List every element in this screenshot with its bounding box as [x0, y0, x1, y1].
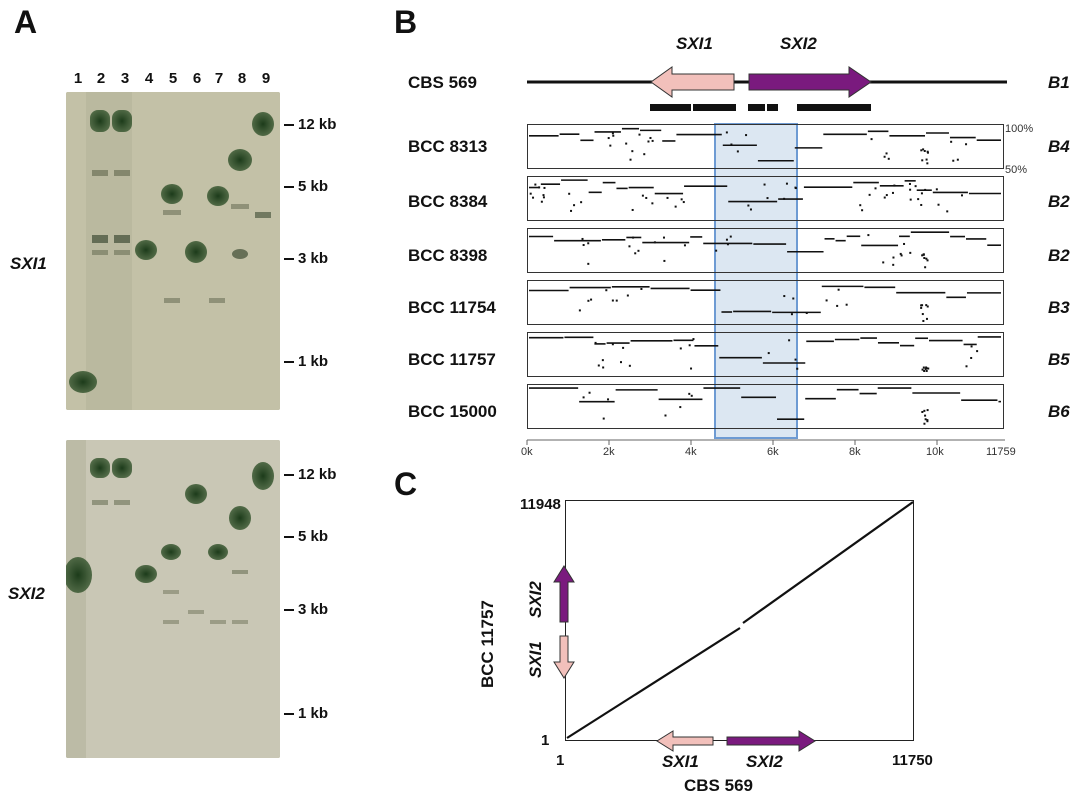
southern-blot-sxi2: [66, 440, 280, 758]
row-strain: BCC 8398: [408, 246, 488, 265]
southern-blot-sxi1: [66, 92, 280, 410]
x-tick: 11759: [986, 446, 1016, 458]
dot-plot-diagonal-upper: [742, 501, 914, 624]
x-gene-label-sxi2: SXI2: [746, 752, 783, 771]
probe-label-sxi1: SXI1: [10, 254, 47, 273]
gene-label-sxi1: SXI1: [676, 34, 713, 53]
row-strain: BCC 8313: [408, 137, 488, 156]
percent-top: 100%: [1005, 123, 1034, 135]
pip-row: [527, 176, 1004, 221]
row-strain: BCC 8384: [408, 192, 488, 211]
sxi1-gene-arrow: [656, 730, 714, 752]
panel-c-letter: C: [394, 466, 418, 502]
panel-b-letter: B: [394, 4, 418, 40]
sxi2-gene-arrow: [748, 66, 872, 98]
lane-number: 9: [261, 70, 271, 87]
x-start-label: 1: [556, 752, 565, 769]
size-marker: 5 kb: [284, 178, 328, 195]
sxi1-gene-arrow: [553, 635, 575, 679]
x-tick: 6k: [767, 446, 779, 458]
y-gene-label-sxi1: SXI1: [526, 641, 545, 678]
lane-number: 6: [192, 70, 202, 87]
dot-plot: [565, 500, 914, 752]
row-type: B3: [1048, 298, 1070, 317]
pip-plot-stack: [526, 123, 1005, 445]
percent-bottom: 50%: [1005, 164, 1028, 176]
dot-plot-diagonal-lower: [566, 627, 741, 739]
pip-rows: [527, 124, 1004, 429]
x-tick: 10k: [926, 446, 944, 458]
lane-number: 5: [168, 70, 178, 87]
x-gene-label-sxi1: SXI1: [662, 752, 699, 771]
reference-strain: CBS 569: [408, 73, 477, 92]
row-type: B2: [1048, 192, 1070, 211]
pip-row: [527, 280, 1004, 325]
row-strain: BCC 11757: [408, 350, 496, 369]
row-type: B2: [1048, 246, 1070, 265]
x-axis-label: CBS 569: [684, 776, 753, 795]
x-tick: 2k: [603, 446, 615, 458]
size-marker: 1 kb: [284, 705, 328, 722]
y-end-label: 11948: [520, 496, 561, 513]
pip-row: [527, 228, 1004, 273]
x-tick: 0k: [521, 446, 533, 458]
sxi2-gene-arrow: [553, 565, 575, 623]
pip-row: [527, 384, 1004, 429]
blot-bands-sxi1: [66, 92, 280, 410]
lane-number: 4: [144, 70, 154, 87]
x-tick: 4k: [685, 446, 697, 458]
row-type: B6: [1048, 402, 1070, 421]
size-marker: 5 kb: [284, 528, 328, 545]
panel-a-letter: A: [14, 4, 38, 40]
size-marker: 3 kb: [284, 601, 328, 618]
row-type: B5: [1048, 350, 1070, 369]
sxi2-gene-arrow: [726, 730, 816, 752]
reference-locus-map: [527, 66, 1007, 111]
y-axis-genes: [553, 565, 575, 679]
lane-number: 8: [237, 70, 247, 87]
size-marker: 12 kb: [284, 116, 336, 133]
lane-number: 7: [214, 70, 224, 87]
pip-row: [527, 332, 1004, 377]
y-gene-label-sxi2: SXI2: [526, 581, 545, 618]
lane-number: 1: [73, 70, 83, 87]
gene-label-sxi2: SXI2: [780, 34, 817, 53]
size-marker: 12 kb: [284, 466, 336, 483]
row-strain: BCC 11754: [408, 298, 496, 317]
row-strain: BCC 15000: [408, 402, 497, 421]
lane-number: 3: [120, 70, 130, 87]
reference-type: B1: [1048, 73, 1070, 92]
sxi1-gene-arrow: [650, 66, 735, 98]
row-type: B4: [1048, 137, 1070, 156]
size-marker: 1 kb: [284, 353, 328, 370]
x-tick: 8k: [849, 446, 861, 458]
probe-label-sxi2: SXI2: [8, 584, 45, 603]
y-axis-label: BCC 11757: [478, 600, 497, 688]
blot-bands-sxi2: [66, 440, 280, 758]
x-end-label: 11750: [892, 752, 933, 769]
y-start-label: 1: [541, 732, 550, 749]
size-marker: 3 kb: [284, 250, 328, 267]
lane-number: 2: [96, 70, 106, 87]
pip-axis-ticks: [526, 440, 938, 445]
pip-row: [527, 124, 1004, 169]
